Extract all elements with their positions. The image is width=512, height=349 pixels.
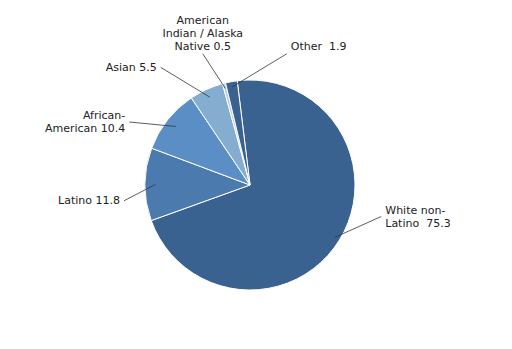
labels: White non-Latino 75.3 Latino 11.8 African-… bbox=[45, 14, 451, 230]
slice-label-line: Latino 11.8 bbox=[58, 194, 120, 207]
slice-label-line: Latino 75.3 bbox=[385, 217, 450, 230]
slice-label-line: American 10.4 bbox=[45, 122, 125, 135]
slice-label-line: African- bbox=[83, 109, 125, 122]
leader-line bbox=[129, 122, 176, 126]
leader-line bbox=[335, 217, 381, 238]
pie-chart: White non-Latino 75.3 Latino 11.8 African-… bbox=[0, 0, 512, 349]
slice-label: AmericanIndian / AlaskaNative 0.5 bbox=[162, 14, 243, 53]
leader-line bbox=[203, 54, 226, 89]
slice-label-line: White non- bbox=[385, 204, 445, 217]
slice-label-line: Other 1.9 bbox=[291, 40, 347, 53]
leader-line bbox=[232, 54, 286, 87]
pie-slice bbox=[226, 81, 250, 185]
slice-label: African-American 10.4 bbox=[45, 109, 125, 135]
leader-line bbox=[124, 184, 156, 200]
chart-container: White non-Latino 75.3 Latino 11.8 African-… bbox=[0, 0, 512, 349]
slice-label-line: Asian 5.5 bbox=[106, 61, 157, 74]
slice-label-line: Native 0.5 bbox=[174, 40, 231, 53]
slice-label: Latino 11.8 bbox=[58, 194, 120, 207]
leader-lines bbox=[124, 54, 381, 238]
slice-label: White non-Latino 75.3 bbox=[385, 204, 450, 230]
slice-label-line: Indian / Alaska bbox=[162, 27, 243, 40]
slice-label-line: American bbox=[177, 14, 229, 27]
leader-line bbox=[161, 67, 210, 97]
slice-label: Asian 5.5 bbox=[106, 61, 157, 74]
slice-label: Other 1.9 bbox=[291, 40, 347, 53]
wedges bbox=[145, 80, 355, 290]
